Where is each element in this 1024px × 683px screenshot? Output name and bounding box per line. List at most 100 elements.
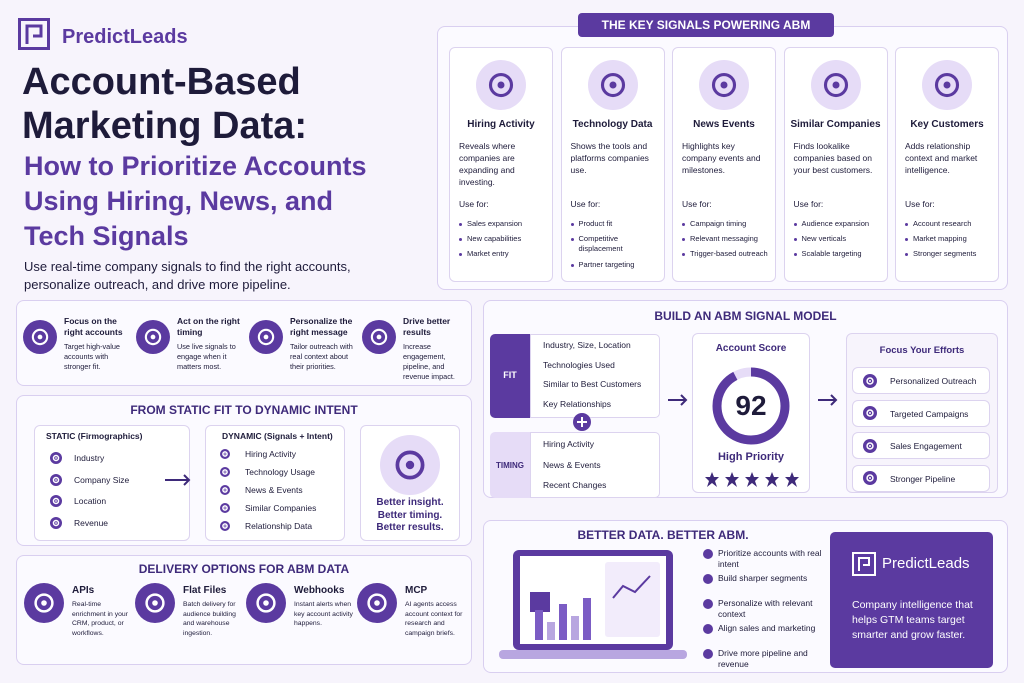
use-for-label: Use for: bbox=[459, 199, 489, 209]
signal-use: Competitive displacement bbox=[570, 234, 659, 254]
timing-item: News & Events bbox=[543, 459, 601, 470]
delivery-text: AI agents access account context for res… bbox=[405, 601, 463, 637]
benefit-title: Act on the right timing bbox=[177, 316, 240, 337]
icon bbox=[23, 320, 57, 354]
better-point: Personalize with relevant context bbox=[703, 598, 823, 619]
signal-use: New capabilities bbox=[459, 234, 547, 244]
delivery-text: Instant alerts when key account activity… bbox=[294, 601, 353, 627]
timing-item: Recent Changes bbox=[543, 480, 607, 490]
signal-description: Reveals where companies are expanding an… bbox=[459, 141, 516, 187]
hero-description: Use real-time company signals to find th… bbox=[24, 259, 351, 292]
hero-title: Marketing Data: bbox=[22, 105, 308, 147]
promo-brand: PredictLeads bbox=[882, 555, 970, 572]
icon bbox=[810, 60, 861, 110]
icon bbox=[699, 60, 749, 110]
icon bbox=[922, 60, 972, 110]
score-label: Account Score bbox=[715, 343, 787, 354]
use-for-label: Use for: bbox=[570, 199, 601, 209]
laptop bbox=[499, 550, 687, 659]
promo-logo bbox=[852, 552, 876, 576]
fit-item: Similar to Best Customers bbox=[543, 379, 642, 389]
timing-label: TIMING bbox=[496, 461, 524, 470]
icon bbox=[249, 320, 283, 354]
dynamic-box bbox=[205, 425, 345, 541]
signal-use: Partner targeting bbox=[570, 260, 659, 270]
score-level: High Priority bbox=[717, 451, 784, 463]
delivery-name: Webhooks bbox=[294, 585, 345, 596]
use-for-label: Use for: bbox=[905, 199, 935, 209]
icon bbox=[220, 503, 230, 513]
icon bbox=[220, 449, 230, 459]
signals-title: THE KEY SIGNALS POWERING ABM bbox=[578, 13, 834, 37]
benefits-panel bbox=[16, 300, 472, 386]
section-title: BETTER DATA. BETTER ABM. bbox=[577, 528, 749, 542]
signal-use: New verticals bbox=[793, 234, 882, 244]
delivery-text: Batch delivery for audience building and… bbox=[183, 601, 236, 637]
signal-name: Hiring Activity bbox=[467, 119, 535, 130]
score-value: 92 bbox=[735, 390, 767, 421]
static-item: Industry bbox=[74, 453, 105, 463]
icon bbox=[135, 583, 175, 623]
signal-use: Account research bbox=[905, 219, 993, 229]
delivery-panel bbox=[16, 555, 472, 665]
signal-use: Trigger-based outreach bbox=[682, 249, 770, 259]
fit-item: Key Relationships bbox=[543, 398, 612, 409]
icon bbox=[357, 583, 397, 623]
focus-item: Stronger Pipeline bbox=[890, 473, 956, 484]
arrow bbox=[818, 394, 838, 406]
focus-item: Personalized Outreach bbox=[890, 376, 977, 386]
signal-description: Shows the tools and platforms companies … bbox=[570, 141, 649, 175]
signal-use: Market mapping bbox=[905, 234, 993, 244]
signal-use: Product fit bbox=[570, 219, 659, 229]
static-item: Company Size bbox=[74, 474, 130, 485]
use-for-label: Use for: bbox=[793, 199, 824, 209]
fit-label-box bbox=[490, 334, 530, 418]
section-title: FROM STATIC FIT TO DYNAMIC INTENT bbox=[130, 403, 358, 417]
icon bbox=[476, 60, 526, 110]
icon bbox=[220, 485, 230, 495]
signal-name: Key Customers bbox=[910, 119, 984, 130]
section-title: DELIVERY OPTIONS FOR ABM DATA bbox=[138, 562, 350, 576]
promo-box bbox=[830, 532, 993, 668]
better-point: Prioritize accounts with real intent bbox=[703, 548, 822, 569]
timing-label-box bbox=[490, 432, 530, 498]
stars bbox=[705, 472, 799, 487]
focus-title: Focus Your Efforts bbox=[879, 345, 965, 356]
fit-item: Industry, Size, Location bbox=[543, 340, 631, 350]
icon bbox=[863, 438, 877, 453]
brand-name: PredictLeads bbox=[62, 26, 188, 48]
promo-text: Company intelligence that helps GTM team… bbox=[852, 599, 973, 641]
delivery-name: Flat Files bbox=[183, 585, 227, 596]
signal-use: Campaign timing bbox=[682, 219, 770, 229]
icon bbox=[863, 373, 877, 388]
arrow bbox=[668, 394, 688, 406]
timing-item: Hiring Activity bbox=[543, 439, 595, 449]
delivery-text: Real-time enrichment in your CRM, produc… bbox=[72, 601, 128, 637]
icon bbox=[50, 495, 62, 507]
score-box bbox=[692, 333, 810, 493]
fit-label: FIT bbox=[503, 370, 517, 380]
benefit-title: Focus on the right accounts bbox=[64, 316, 123, 337]
section-title: BUILD AN ABM SIGNAL MODEL bbox=[654, 309, 837, 323]
result-line: Better timing. bbox=[377, 509, 443, 521]
static-heading: STATIC (Firmographics) bbox=[46, 431, 143, 441]
icon bbox=[863, 406, 877, 420]
better-point: Drive more pipeline and revenue bbox=[703, 648, 823, 669]
signal-use: Market entry bbox=[459, 249, 547, 259]
icon bbox=[50, 516, 62, 529]
icon bbox=[220, 521, 230, 531]
icon bbox=[380, 435, 440, 495]
signal-name: News Events bbox=[693, 119, 755, 130]
dynamic-item: Relationship Data bbox=[245, 521, 313, 531]
dynamic-item: Similar Companies bbox=[245, 503, 317, 513]
hero-subtitle: Using Hiring, News, and bbox=[24, 186, 334, 216]
hero-subtitle: How to Prioritize Accounts bbox=[24, 151, 367, 181]
static-item: Revenue bbox=[74, 517, 109, 528]
signal-description: Highlights key company events and milest… bbox=[682, 141, 761, 175]
signal-use: Audience expansion bbox=[793, 219, 882, 229]
signal-use: Stronger segments bbox=[905, 249, 993, 259]
benefit-text: Target high-value accounts with stronger… bbox=[64, 342, 120, 371]
signal-use: Scalable targeting bbox=[793, 249, 882, 259]
signal-description: Finds lookalike companies based on your … bbox=[793, 141, 873, 175]
